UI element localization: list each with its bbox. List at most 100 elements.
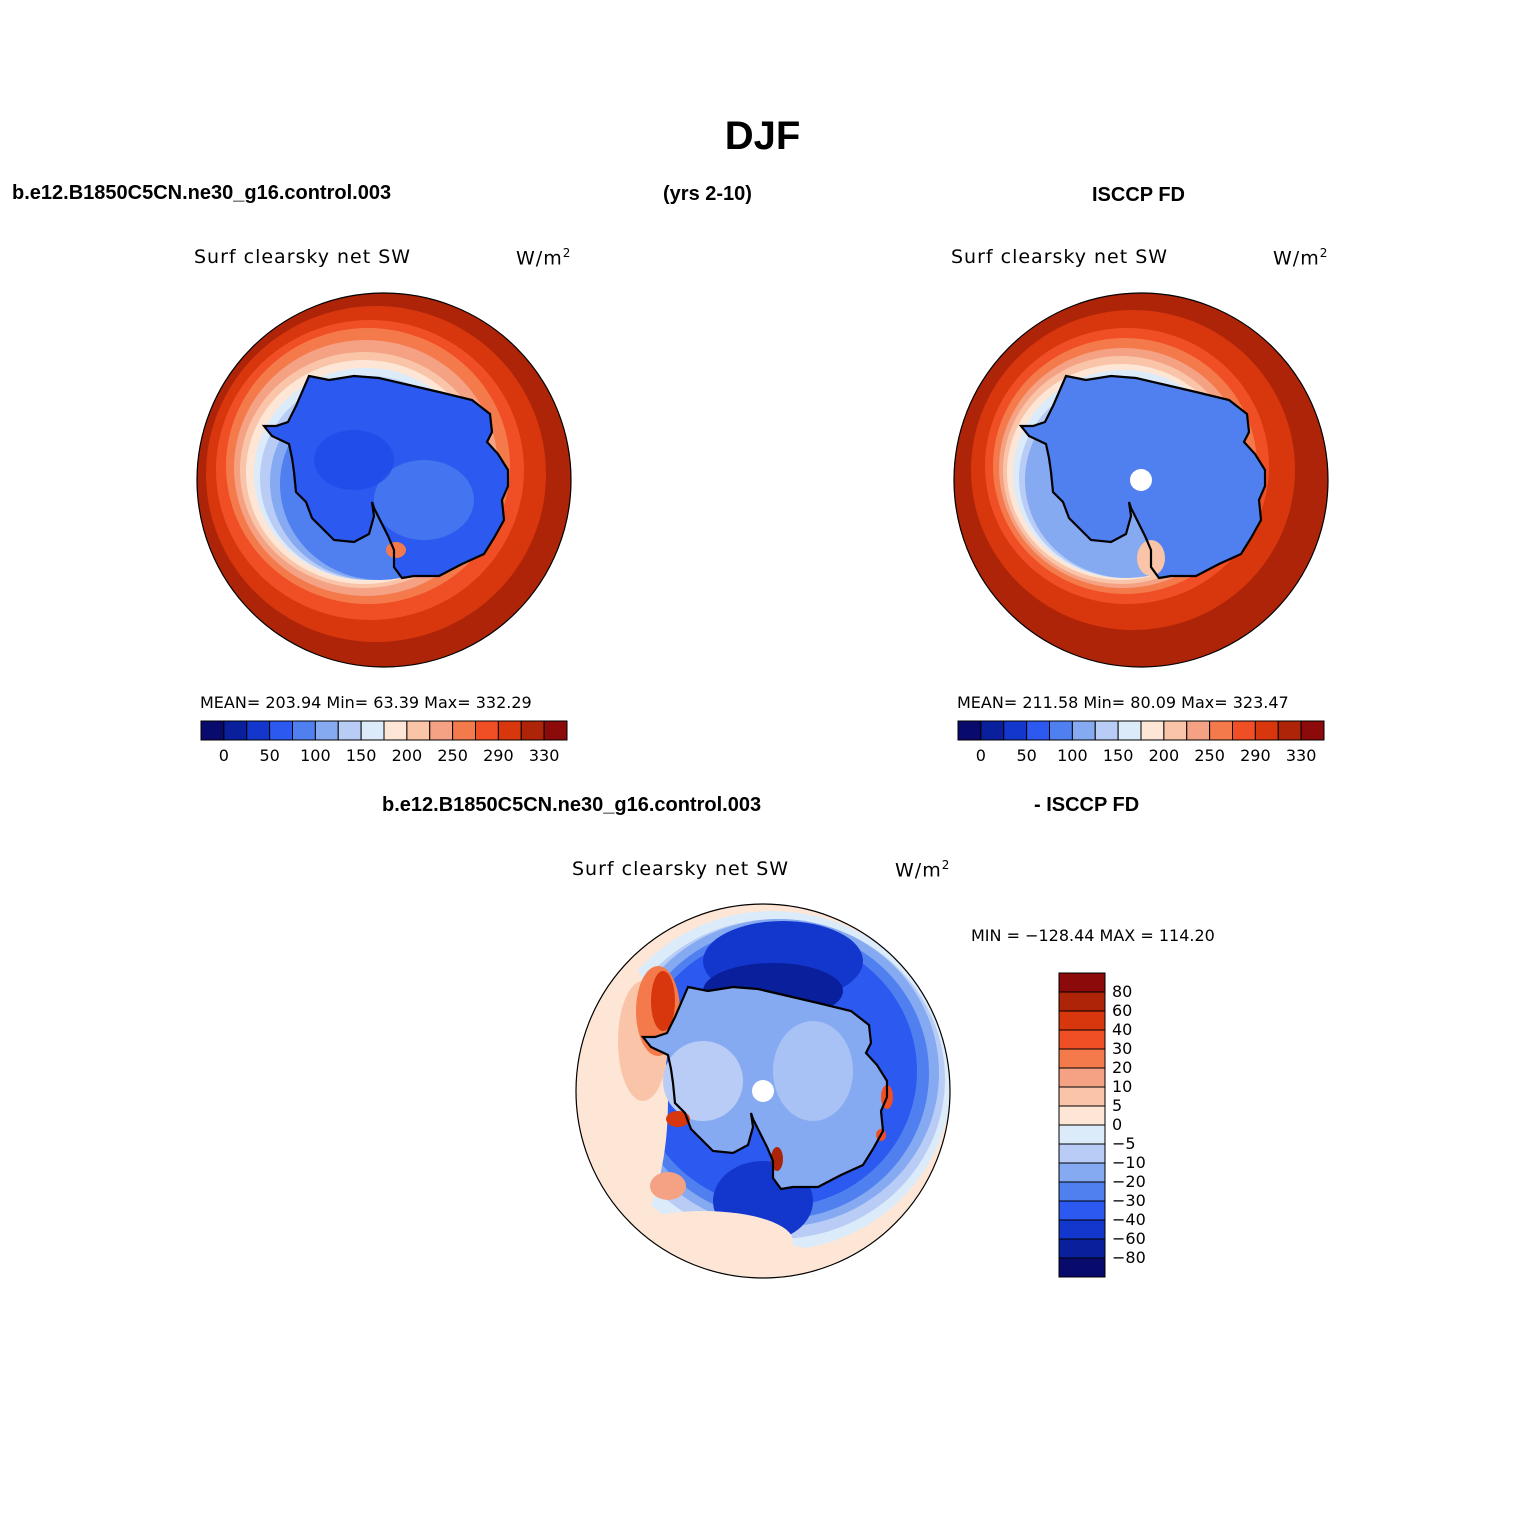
colorbar-tick-label: 0 [975, 746, 986, 765]
colorbar-swatch [1277, 720, 1302, 741]
colorbar-swatch [1209, 720, 1233, 741]
colorbar-swatch [314, 720, 339, 741]
colorbar-tick-label: 80 [1112, 982, 1133, 1001]
colorbar-tick-label: −5 [1112, 1134, 1136, 1153]
diff-variable-label: Surf clearsky net SW [572, 858, 790, 880]
colorbar-tick-label: −60 [1112, 1229, 1146, 1248]
colorbar-swatch [223, 720, 248, 741]
colorbar-tick-label: 200 [391, 746, 423, 765]
colorbar-swatch [1140, 720, 1165, 741]
colorbar-swatch [337, 720, 362, 741]
model-map [197, 293, 571, 667]
colorbar-swatch [475, 720, 499, 741]
colorbar-tick-label: 200 [1148, 746, 1180, 765]
colorbar-swatch [1058, 1200, 1106, 1221]
colorbar-tick-label: 250 [1194, 746, 1225, 765]
colorbar-swatch [957, 720, 982, 741]
colorbar-tick-label: 30 [1112, 1039, 1133, 1058]
colorbar-tick-label: −10 [1112, 1153, 1146, 1172]
colorbar-tick-label: 10 [1112, 1077, 1133, 1096]
obs-units-label: W/m2 [1273, 246, 1329, 270]
diff-colorbar [1058, 972, 1106, 1278]
model-variable-label: Surf clearsky net SW [194, 246, 412, 268]
colorbar-swatch [1071, 720, 1096, 741]
colorbar-tick-label: 50 [259, 746, 280, 765]
colorbar-swatch [1003, 720, 1028, 741]
colorbar-swatch [1058, 1181, 1106, 1202]
obs-stats-label: MEAN= 211.58 Min= 80.09 Max= 323.47 [957, 693, 1289, 712]
diff-map [576, 904, 950, 1278]
colorbar-swatch [1058, 1067, 1106, 1088]
colorbar-swatch [543, 720, 568, 741]
diff-case-label: b.e12.B1850C5CN.ne30_g16.control.003 [382, 794, 762, 816]
page-title: DJF [724, 114, 801, 158]
colorbar-tick-label: −40 [1112, 1210, 1146, 1229]
years-label: (yrs 2-10) [663, 183, 752, 205]
model-stats-label: MEAN= 203.94 Min= 63.39 Max= 332.29 [200, 693, 532, 712]
diff-stats-label: MIN = −128.44 MAX = 114.20 [971, 926, 1215, 945]
obs-colorbar [957, 720, 1325, 741]
colorbar-swatch [1058, 1257, 1106, 1278]
colorbar-swatch [1254, 720, 1279, 741]
colorbar-swatch [200, 720, 225, 741]
colorbar-swatch [1163, 720, 1188, 741]
colorbar-swatch [1058, 1086, 1106, 1107]
colorbar-tick-label: 290 [483, 746, 514, 765]
colorbar-swatch [1058, 1105, 1106, 1126]
colorbar-tick-label: 150 [1102, 746, 1134, 765]
colorbar-swatch [1026, 720, 1050, 741]
colorbar-swatch [497, 720, 522, 741]
colorbar-swatch [246, 720, 271, 741]
colorbar-swatch [1094, 720, 1119, 741]
colorbar-tick-label: 330 [1285, 746, 1317, 765]
colorbar-swatch [1058, 1010, 1106, 1031]
colorbar-swatch [360, 720, 385, 741]
colorbar-tick-label: 330 [528, 746, 560, 765]
colorbar-swatch [980, 720, 1005, 741]
colorbar-tick-label: 0 [1112, 1115, 1123, 1134]
colorbar-tick-label: 5 [1112, 1096, 1123, 1115]
obs-variable-label: Surf clearsky net SW [951, 246, 1169, 268]
colorbar-tick-label: 250 [437, 746, 468, 765]
colorbar-swatch [1049, 720, 1073, 741]
colorbar-swatch [1058, 1162, 1106, 1183]
colorbar-swatch [1058, 1219, 1106, 1240]
colorbar-swatch [520, 720, 545, 741]
colorbar-swatch [1058, 972, 1106, 993]
colorbar-swatch [1232, 720, 1256, 741]
case-name-label: b.e12.B1850C5CN.ne30_g16.control.003 [12, 182, 392, 204]
obs-map [954, 293, 1328, 667]
colorbar-tick-label: 20 [1112, 1058, 1133, 1077]
colorbar-tick-label: 50 [1016, 746, 1037, 765]
colorbar-swatch [1117, 720, 1142, 741]
colorbar-tick-label: −30 [1112, 1191, 1146, 1210]
colorbar-swatch [452, 720, 476, 741]
colorbar-tick-label: 100 [300, 746, 331, 765]
colorbar-swatch [406, 720, 431, 741]
colorbar-swatch [1058, 1238, 1106, 1259]
colorbar-tick-label: 150 [345, 746, 377, 765]
colorbar-swatch [269, 720, 293, 741]
colorbar-tick-label: 290 [1240, 746, 1271, 765]
colorbar-swatch [429, 720, 454, 741]
diff-units-label: W/m2 [895, 858, 951, 882]
colorbar-swatch [1300, 720, 1325, 741]
colorbar-swatch [1186, 720, 1211, 741]
model-units-label: W/m2 [516, 246, 572, 270]
obs-name-label: ISCCP FD [1092, 184, 1185, 206]
colorbar-tick-label: −80 [1112, 1248, 1146, 1267]
colorbar-swatch [1058, 1124, 1106, 1145]
colorbar-tick-label: −20 [1112, 1172, 1146, 1191]
colorbar-swatch [1058, 1048, 1106, 1069]
colorbar-swatch [1058, 991, 1106, 1012]
colorbar-tick-label: 100 [1057, 746, 1088, 765]
colorbar-swatch [1058, 1029, 1106, 1050]
model-colorbar [200, 720, 568, 741]
colorbar-swatch [292, 720, 316, 741]
colorbar-swatch [383, 720, 408, 741]
diff-obs-label: - ISCCP FD [1034, 794, 1140, 816]
colorbar-tick-label: 40 [1112, 1020, 1133, 1039]
colorbar-swatch [1058, 1143, 1106, 1164]
colorbar-tick-label: 60 [1112, 1001, 1133, 1020]
